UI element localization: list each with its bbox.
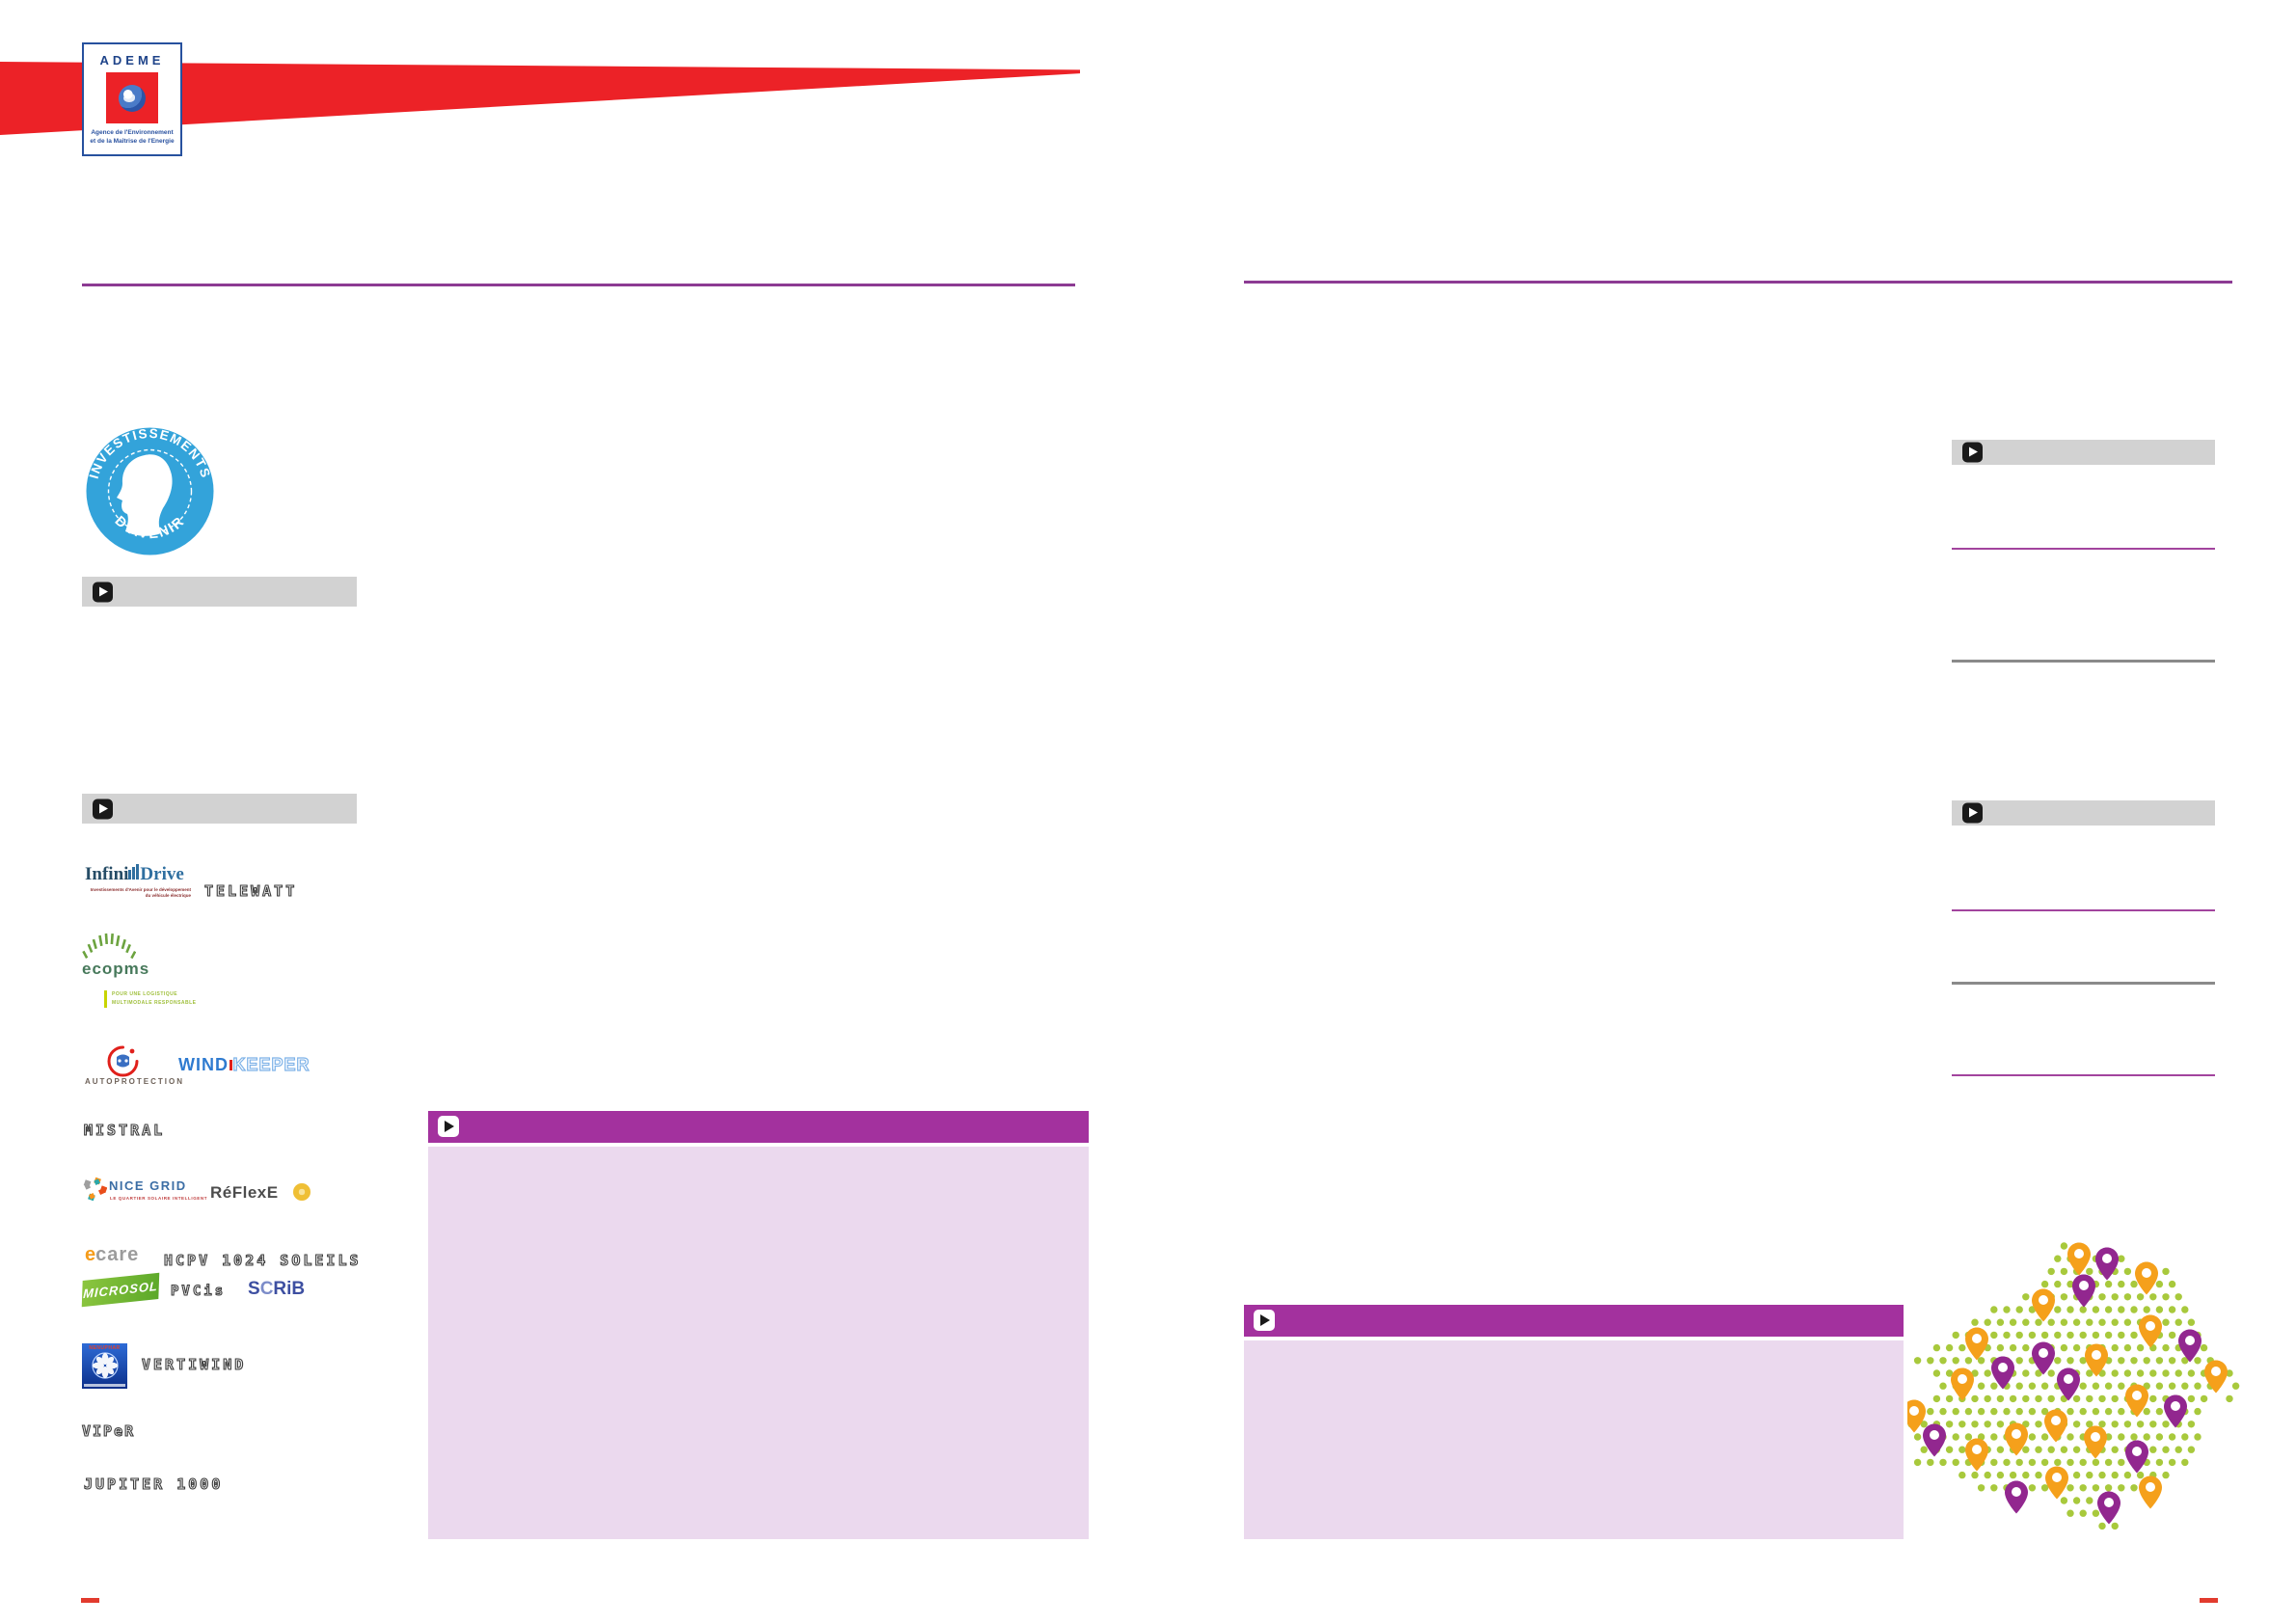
map-pin-orange: [1965, 1327, 1988, 1361]
logo-windkeeper: WIND KEEPER: [178, 1054, 311, 1075]
section-bar-3: [1952, 440, 2215, 465]
france-project-map: [1907, 1242, 2240, 1530]
map-pin-orange: [2084, 1425, 2107, 1459]
map-pin-purple: [2005, 1480, 2028, 1514]
purple-box-left-header: [428, 1111, 1089, 1143]
nicegrid-pinwheel-icon: [83, 1177, 107, 1202]
infinidrive-text-2: Drive: [140, 864, 184, 884]
map-pin-purple: [1991, 1356, 2014, 1390]
logo-autoprotection: AUTOPROTECTION: [85, 1077, 184, 1086]
map-pin-orange: [2125, 1384, 2148, 1418]
map-pin-purple: [2095, 1247, 2119, 1281]
logo-reflexe: RéFlexE: [210, 1183, 279, 1202]
logo-infinidrive: Infini Drive Investissements d'Avenir pou…: [85, 864, 191, 899]
map-pin-orange: [1951, 1367, 1974, 1401]
map-pin-purple: [2032, 1341, 2055, 1375]
map-pin-orange: [2139, 1314, 2162, 1348]
map-pin-purple: [2097, 1491, 2120, 1525]
section-bar-1: [82, 577, 357, 607]
crop-mark-right: [2200, 1598, 2218, 1603]
map-pin-orange: [2135, 1261, 2158, 1295]
map-pin-purple: [2057, 1367, 2080, 1401]
ademe-logo-subtitle: Agence de l'Environnement et de la Maîtr…: [90, 129, 175, 145]
map-pin-purple: [1923, 1423, 1946, 1457]
logo-nicegrid: NICE GRID: [109, 1178, 187, 1193]
ademe-red-square: [106, 72, 158, 123]
logo-microsol: MICROSOL: [81, 1272, 160, 1308]
medallion-dashed-ring: [107, 448, 193, 534]
play-icon[interactable]: [438, 1116, 459, 1137]
play-icon[interactable]: [1962, 442, 1983, 463]
logo-hcpv-1024-soleils: HCPV 1024 SOLEILS: [163, 1251, 362, 1269]
map-pin-orange: [2067, 1242, 2091, 1276]
map-pins: [1907, 1242, 2228, 1525]
map-pin-orange: [1965, 1438, 1988, 1472]
map-pin-orange: [2044, 1409, 2067, 1443]
divider-purple-3: [1952, 1074, 2215, 1076]
logo-pvcis: PVCis: [170, 1283, 227, 1299]
investissements-davenir-medallion: INVESTISSEMENTS D'AVENIR: [86, 426, 214, 555]
nenuphar-flower-icon: [91, 1352, 119, 1379]
map-pin-purple: [2178, 1329, 2201, 1363]
play-icon[interactable]: [1254, 1310, 1275, 1331]
infinidrive-tagline-2: du véhicule électrique: [145, 893, 191, 898]
ecopms-arch-icon: [82, 933, 136, 960]
windkeeper-text-2: KEEPER: [232, 1054, 311, 1074]
infinidrive-tagline-1: Investissements d'Avenir pour le dévelop…: [90, 887, 191, 892]
right-page-rule: [1244, 281, 2232, 284]
nicegrid-tagline: LE QUARTIER SOLAIRE INTELLIGENT: [110, 1196, 208, 1201]
logo-ecare: ecare: [85, 1244, 139, 1266]
map-pin-orange: [2045, 1466, 2068, 1500]
ecare-text-1: e: [85, 1244, 96, 1265]
reflexe-sun-icon: [293, 1183, 311, 1201]
map-pin-orange: [2085, 1343, 2108, 1377]
purple-box-right-body: [1244, 1340, 1904, 1539]
crop-mark-left: [81, 1598, 99, 1603]
divider-purple-1: [1952, 548, 2215, 550]
autoprotection-icon: [107, 1045, 139, 1077]
logo-jupiter-1000: JUPITER 1000: [83, 1475, 224, 1493]
section-bar-2: [82, 794, 357, 824]
ecopms-tagline: POUR UNE LOGISTIQUE MULTIMODALE RESPONSA…: [104, 990, 197, 1008]
section-bar-4: [1952, 800, 2215, 826]
marianne-profile-silhouette: [117, 454, 173, 536]
logo-telewatt: TELEWATT: [203, 881, 298, 900]
map-pin-purple: [2164, 1394, 2187, 1428]
ademe-logo-title: ADEME: [99, 53, 165, 68]
ademe-logo: ADEME Agence de l'Environnement et de la…: [82, 42, 182, 156]
left-page-rule: [82, 284, 1075, 286]
map-pin-purple: [2125, 1440, 2148, 1474]
logo-vertiwind: VERTIWIND: [141, 1355, 247, 1373]
logo-ecopms: ecopms: [82, 960, 150, 978]
logo-nenuphar: NENUPHAR: [82, 1343, 127, 1389]
infinidrive-bars: [128, 864, 140, 885]
map-pin-orange: [2005, 1422, 2028, 1456]
map-pin-purple: [2072, 1274, 2095, 1308]
nenuphar-footer-band: [84, 1384, 125, 1387]
logo-mistral: MISTRAL: [83, 1121, 166, 1139]
infinidrive-text-1: Infini: [85, 864, 129, 884]
windkeeper-text-1: WIND: [178, 1055, 229, 1074]
purple-box-left-body: [428, 1147, 1089, 1539]
play-icon[interactable]: [1962, 802, 1983, 824]
logo-scrib: SCRiB: [248, 1279, 306, 1299]
map-pin-orange: [2204, 1360, 2228, 1394]
ecare-text-2: care: [95, 1244, 140, 1265]
logo-viper: VIPeR: [81, 1421, 136, 1440]
map-pin-orange: [2032, 1288, 2055, 1322]
purple-box-right-header: [1244, 1305, 1904, 1337]
map-pin-orange: [1907, 1399, 1926, 1433]
divider-gray-1: [1952, 660, 2215, 663]
globe-icon: [119, 85, 146, 112]
map-pin-orange: [2139, 1475, 2162, 1509]
play-icon[interactable]: [93, 798, 113, 819]
play-icon[interactable]: [93, 582, 113, 602]
divider-purple-2: [1952, 909, 2215, 911]
divider-gray-2: [1952, 982, 2215, 985]
windkeeper-red-mark: [230, 1060, 232, 1070]
